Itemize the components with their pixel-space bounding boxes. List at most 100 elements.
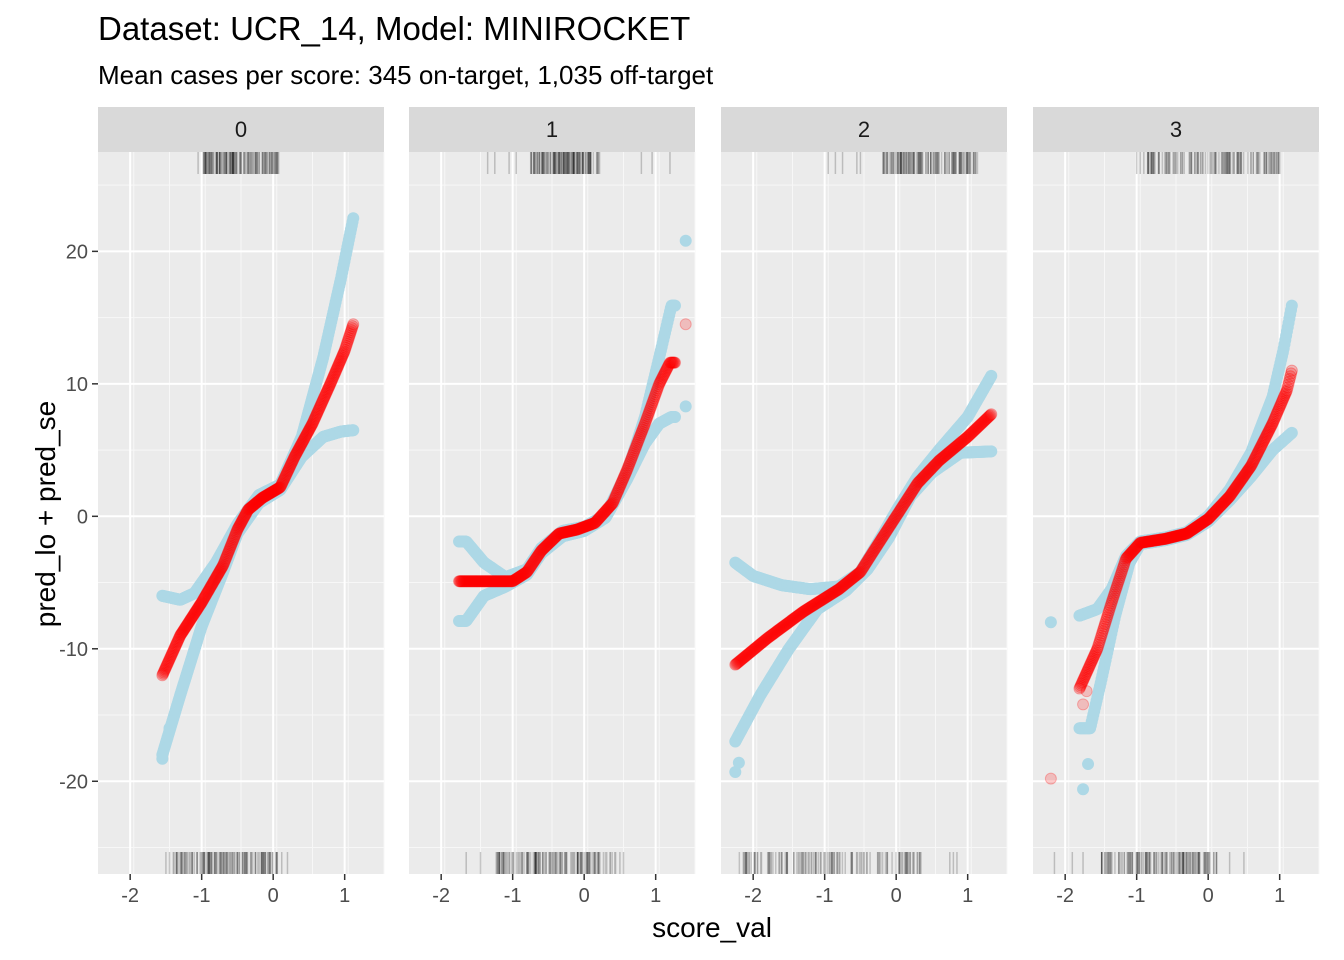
fit-point	[295, 437, 308, 450]
fit-point	[522, 563, 535, 576]
band-lower-point	[347, 424, 360, 437]
fit-point	[546, 533, 559, 546]
x-axis-label: score_val	[652, 912, 772, 943]
band-outlier-point	[732, 756, 745, 769]
fit-point	[291, 445, 304, 458]
fit-point	[238, 510, 251, 523]
fit-point	[326, 372, 339, 385]
fit-outlier-point	[1077, 698, 1090, 711]
fit-point	[223, 544, 236, 557]
fit-point	[496, 575, 509, 588]
fit-point	[328, 367, 341, 380]
fit-point	[203, 582, 216, 595]
fit-point	[603, 500, 616, 513]
fit-point	[612, 484, 625, 497]
fit-point	[254, 493, 267, 506]
fit-point	[608, 493, 621, 506]
fit-point	[565, 524, 578, 537]
fit-point	[527, 556, 540, 569]
fit-point	[472, 575, 485, 588]
fit-point	[481, 575, 494, 588]
fit-point	[347, 318, 360, 331]
fit-point	[261, 488, 274, 501]
fit-point	[489, 575, 502, 588]
x-tick-label: 0	[891, 885, 902, 907]
fit-point	[266, 485, 279, 498]
fit-point	[642, 408, 655, 421]
fit-point	[226, 536, 239, 549]
fit-point	[260, 489, 273, 502]
fit-point	[548, 531, 561, 544]
fit-point	[294, 439, 307, 452]
fit-point	[317, 392, 330, 405]
fit-point	[596, 508, 609, 521]
fit-point	[296, 436, 309, 449]
y-axis-label: pred_lo + pred_se	[30, 400, 61, 628]
fit-point	[597, 507, 610, 520]
x-tick-label: -2	[744, 885, 762, 907]
y-tick-label: -10	[59, 639, 88, 661]
fit-point	[304, 421, 317, 434]
fit-point	[591, 513, 604, 526]
fit-point	[158, 665, 171, 678]
fit-point	[162, 656, 175, 669]
fit-point	[274, 480, 287, 493]
fit-point	[542, 537, 555, 550]
fit-point	[157, 666, 170, 679]
fit-point	[257, 491, 270, 504]
fit-point	[480, 575, 493, 588]
chart-subtitle: Mean cases per score: 345 on-target, 1,0…	[98, 60, 714, 90]
fit-point	[627, 447, 640, 460]
fit-point	[523, 562, 536, 575]
band-upper-point	[347, 212, 360, 225]
fit-point	[281, 466, 294, 479]
fit-point	[459, 575, 472, 588]
fit-point	[525, 559, 538, 572]
fit-point	[519, 566, 532, 579]
fit-point	[196, 595, 209, 608]
fit-point	[324, 376, 337, 389]
fit-point	[618, 469, 631, 482]
fit-point	[455, 575, 468, 588]
fit-point	[494, 575, 507, 588]
band-lower-point	[985, 445, 998, 458]
fit-point	[174, 628, 187, 641]
fit-point	[593, 511, 606, 524]
fit-point	[574, 522, 587, 535]
fit-point	[665, 356, 678, 369]
fit-point	[517, 568, 530, 581]
fit-point	[188, 607, 201, 620]
fit-point	[589, 516, 602, 529]
fit-point	[246, 499, 259, 512]
fit-point	[200, 587, 213, 600]
fit-point	[643, 406, 656, 419]
fit-point	[265, 486, 278, 499]
fit-point	[293, 441, 306, 454]
fit-point	[634, 429, 647, 442]
fit-point	[594, 511, 607, 524]
fit-point	[481, 575, 494, 588]
fit-point	[216, 560, 229, 573]
fit-point	[506, 575, 519, 588]
fit-point	[551, 528, 564, 541]
fit-point	[333, 357, 346, 370]
fit-point	[486, 575, 499, 588]
fit-point	[541, 538, 554, 551]
fit-point	[297, 434, 310, 447]
fit-point	[163, 653, 176, 666]
fit-point	[668, 356, 681, 369]
fit-point	[225, 539, 238, 552]
fit-point	[483, 575, 496, 588]
band-outlier-point	[679, 400, 692, 413]
fit-point	[243, 502, 256, 515]
fit-point	[220, 550, 233, 563]
fit-point	[234, 517, 247, 530]
fit-point	[312, 403, 325, 416]
fit-point	[630, 438, 643, 451]
fit-point	[543, 537, 556, 550]
fit-point	[302, 424, 315, 437]
fit-point	[235, 516, 248, 529]
fit-point	[581, 519, 594, 532]
fit-point	[318, 390, 331, 403]
fit-point	[195, 596, 208, 609]
